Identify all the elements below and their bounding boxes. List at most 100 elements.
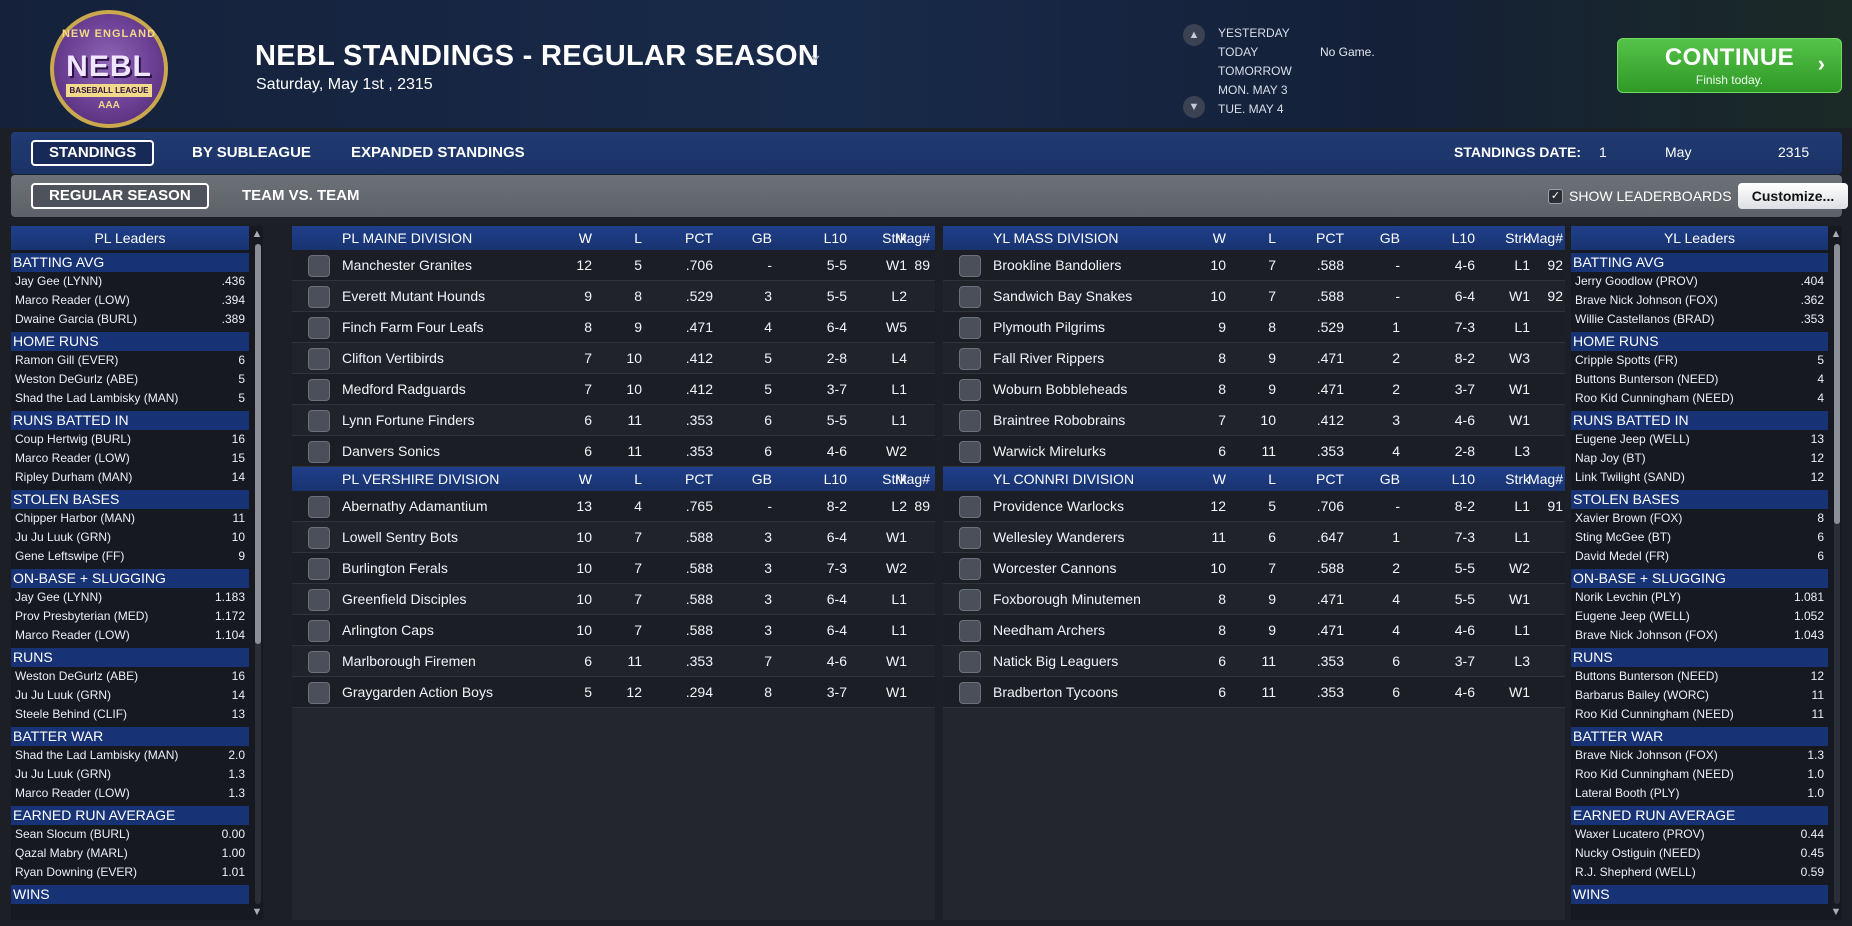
- day-yesterday[interactable]: YESTERDAY: [1218, 26, 1290, 40]
- team-row[interactable]: Braintree Robobrains 7 10 .412 3 4-6 W1: [943, 405, 1565, 436]
- column-header-gb[interactable]: GB: [751, 471, 772, 487]
- leader-row[interactable]: Jay Gee (LYNN) 1.183: [11, 588, 249, 607]
- column-header-magnum[interactable]: Mag#: [1527, 471, 1563, 487]
- scrollbar-thumb[interactable]: [1834, 244, 1840, 524]
- column-header-gb[interactable]: GB: [1379, 471, 1400, 487]
- team-name[interactable]: Fall River Rippers: [993, 350, 1105, 366]
- scrollbar-thumb[interactable]: [255, 244, 261, 644]
- leader-row[interactable]: Marco Reader (LOW) .394: [11, 291, 249, 310]
- day-tue[interactable]: TUE. MAY 4: [1218, 102, 1284, 116]
- leader-row[interactable]: Jay Gee (LYNN) .436: [11, 272, 249, 291]
- leader-category-header[interactable]: STOLEN BASES: [1571, 490, 1828, 509]
- leader-row[interactable]: Buttons Bunterson (NEED) 4: [1571, 370, 1828, 389]
- team-name[interactable]: Worcester Cannons: [993, 560, 1117, 576]
- leader-row[interactable]: Marco Reader (LOW) 1.104: [11, 626, 249, 645]
- pl-leaders-scrollbar[interactable]: [255, 244, 261, 904]
- team-name[interactable]: Manchester Granites: [342, 257, 472, 273]
- column-header-l[interactable]: L: [1268, 471, 1276, 487]
- leader-category-header[interactable]: BATTING AVG: [1571, 253, 1828, 272]
- team-row[interactable]: Marlborough Firemen 6 11 .353 7 4-6 W1: [292, 646, 935, 677]
- team-name[interactable]: Providence Warlocks: [993, 498, 1124, 514]
- team-row[interactable]: Everett Mutant Hounds 9 8 .529 3 5-5 L2: [292, 281, 935, 312]
- team-row[interactable]: Graygarden Action Boys 5 12 .294 8 3-7 W1: [292, 677, 935, 708]
- leader-row[interactable]: Brave Nick Johnson (FOX) 1.3: [1571, 746, 1828, 765]
- team-row[interactable]: Woburn Bobbleheads 8 9 .471 2 3-7 W1: [943, 374, 1565, 405]
- day-today[interactable]: TODAY: [1218, 45, 1259, 59]
- continue-button[interactable]: CONTINUE Finish today. ›: [1617, 38, 1842, 93]
- team-row[interactable]: Clifton Vertibirds 7 10 .412 5 2-8 L4: [292, 343, 935, 374]
- leader-row[interactable]: Chipper Harbor (MAN) 11: [11, 509, 249, 528]
- tab-expanded-standings[interactable]: EXPANDED STANDINGS: [351, 144, 525, 161]
- leader-row[interactable]: Marco Reader (LOW) 15: [11, 449, 249, 468]
- chevron-down-icon[interactable]: ▼: [1183, 96, 1205, 118]
- leader-row[interactable]: Marco Reader (LOW) 1.3: [11, 784, 249, 803]
- team-row[interactable]: Arlington Caps 10 7 .588 3 6-4 L1: [292, 615, 935, 646]
- leader-category-header[interactable]: EARNED RUN AVERAGE: [1571, 806, 1828, 825]
- leader-category-header[interactable]: BATTING AVG: [11, 253, 249, 272]
- standings-date-day[interactable]: 1: [1599, 144, 1607, 160]
- team-row[interactable]: Sandwich Bay Snakes 10 7 .588 - 6-4 W1 92: [943, 281, 1565, 312]
- leader-row[interactable]: Jerry Goodlow (PROV) .404: [1571, 272, 1828, 291]
- tab-regular-season[interactable]: REGULAR SEASON: [31, 183, 209, 209]
- team-row[interactable]: Natick Big Leaguers 6 11 .353 6 3-7 L3: [943, 646, 1565, 677]
- leader-row[interactable]: Ju Ju Luuk (GRN) 1.3: [11, 765, 249, 784]
- leader-row[interactable]: Gene Leftswipe (FF) 9: [11, 547, 249, 566]
- leader-row[interactable]: Qazal Mabry (MARL) 1.00: [11, 844, 249, 863]
- leader-row[interactable]: Nucky Ostiguin (NEED) 0.45: [1571, 844, 1828, 863]
- leader-row[interactable]: Ramon Gill (EVER) 6: [11, 351, 249, 370]
- leader-row[interactable]: Shad the Lad Lambisky (MAN) 2.0: [11, 746, 249, 765]
- team-name[interactable]: Finch Farm Four Leafs: [342, 319, 484, 335]
- leader-row[interactable]: Eugene Jeep (WELL) 13: [1571, 430, 1828, 449]
- leader-row[interactable]: David Medel (FR) 6: [1571, 547, 1828, 566]
- leader-row[interactable]: Barbarus Bailey (WORC) 11: [1571, 686, 1828, 705]
- column-header-gb[interactable]: GB: [751, 230, 772, 246]
- team-name[interactable]: Plymouth Pilgrims: [993, 319, 1106, 335]
- leader-row[interactable]: Coup Hertwig (BURL) 16: [11, 430, 249, 449]
- team-name[interactable]: Brookline Bandoliers: [993, 257, 1122, 273]
- tab-by-subleague[interactable]: BY SUBLEAGUE: [192, 144, 311, 161]
- team-name[interactable]: Woburn Bobbleheads: [993, 381, 1128, 397]
- column-header-w[interactable]: W: [1212, 230, 1226, 246]
- team-row[interactable]: Medford Radguards 7 10 .412 5 3-7 L1: [292, 374, 935, 405]
- team-row[interactable]: Lowell Sentry Bots 10 7 .588 3 6-4 W1: [292, 522, 935, 553]
- column-header-l10[interactable]: L10: [823, 471, 847, 487]
- leader-category-header[interactable]: STOLEN BASES: [11, 490, 249, 509]
- scroll-up-icon[interactable]: ▲: [1830, 228, 1842, 240]
- leader-row[interactable]: Buttons Bunterson (NEED) 12: [1571, 667, 1828, 686]
- scroll-up-icon[interactable]: ▲: [251, 228, 263, 240]
- team-row[interactable]: Providence Warlocks 12 5 .706 - 8-2 L1 91: [943, 491, 1565, 522]
- team-name[interactable]: Foxborough Minutemen: [993, 591, 1141, 607]
- column-header-l[interactable]: L: [634, 471, 642, 487]
- column-header-magnum[interactable]: Mag#: [894, 471, 930, 487]
- yl-leaders-scrollbar[interactable]: [1834, 244, 1840, 904]
- column-header-strk[interactable]: Strk: [882, 471, 907, 487]
- team-row[interactable]: Burlington Ferals 10 7 .588 3 7-3 W2: [292, 553, 935, 584]
- column-header-strk[interactable]: Strk: [1505, 230, 1530, 246]
- column-header-magnum[interactable]: Mag#: [894, 230, 930, 246]
- leader-row[interactable]: Ripley Durham (MAN) 14: [11, 468, 249, 487]
- team-name[interactable]: Everett Mutant Hounds: [342, 288, 486, 304]
- column-header-w[interactable]: W: [578, 230, 592, 246]
- scroll-down-icon[interactable]: ▼: [251, 906, 263, 918]
- leader-category-header[interactable]: RUNS: [11, 648, 249, 667]
- column-header-magnum[interactable]: Mag#: [1527, 230, 1563, 246]
- standings-date-year[interactable]: 2315: [1778, 144, 1810, 160]
- team-row[interactable]: Greenfield Disciples 10 7 .588 3 6-4 L1: [292, 584, 935, 615]
- leader-row[interactable]: Norik Levchin (PLY) 1.081: [1571, 588, 1828, 607]
- team-name[interactable]: Danvers Sonics: [342, 443, 441, 459]
- leader-category-header[interactable]: ON-BASE + SLUGGING: [1571, 569, 1828, 588]
- team-name[interactable]: Marlborough Firemen: [342, 653, 476, 669]
- leader-category-header[interactable]: WINS: [11, 885, 249, 904]
- leader-category-header[interactable]: WINS: [1571, 885, 1828, 904]
- team-row[interactable]: Fall River Rippers 8 9 .471 2 8-2 W3: [943, 343, 1565, 374]
- leader-category-header[interactable]: RUNS BATTED IN: [11, 411, 249, 430]
- team-row[interactable]: Bradberton Tycoons 6 11 .353 6 4-6 W1: [943, 677, 1565, 708]
- leader-row[interactable]: Weston DeGurlz (ABE) 5: [11, 370, 249, 389]
- team-name[interactable]: Needham Archers: [993, 622, 1106, 638]
- team-row[interactable]: Lynn Fortune Finders 6 11 .353 6 5-5 L1: [292, 405, 935, 436]
- leader-row[interactable]: Nap Joy (BT) 12: [1571, 449, 1828, 468]
- leader-row[interactable]: Lateral Booth (PLY) 1.0: [1571, 784, 1828, 803]
- column-header-strk[interactable]: Strk: [1505, 471, 1530, 487]
- team-row[interactable]: Danvers Sonics 6 11 .353 6 4-6 W2: [292, 436, 935, 467]
- leader-category-header[interactable]: EARNED RUN AVERAGE: [11, 806, 249, 825]
